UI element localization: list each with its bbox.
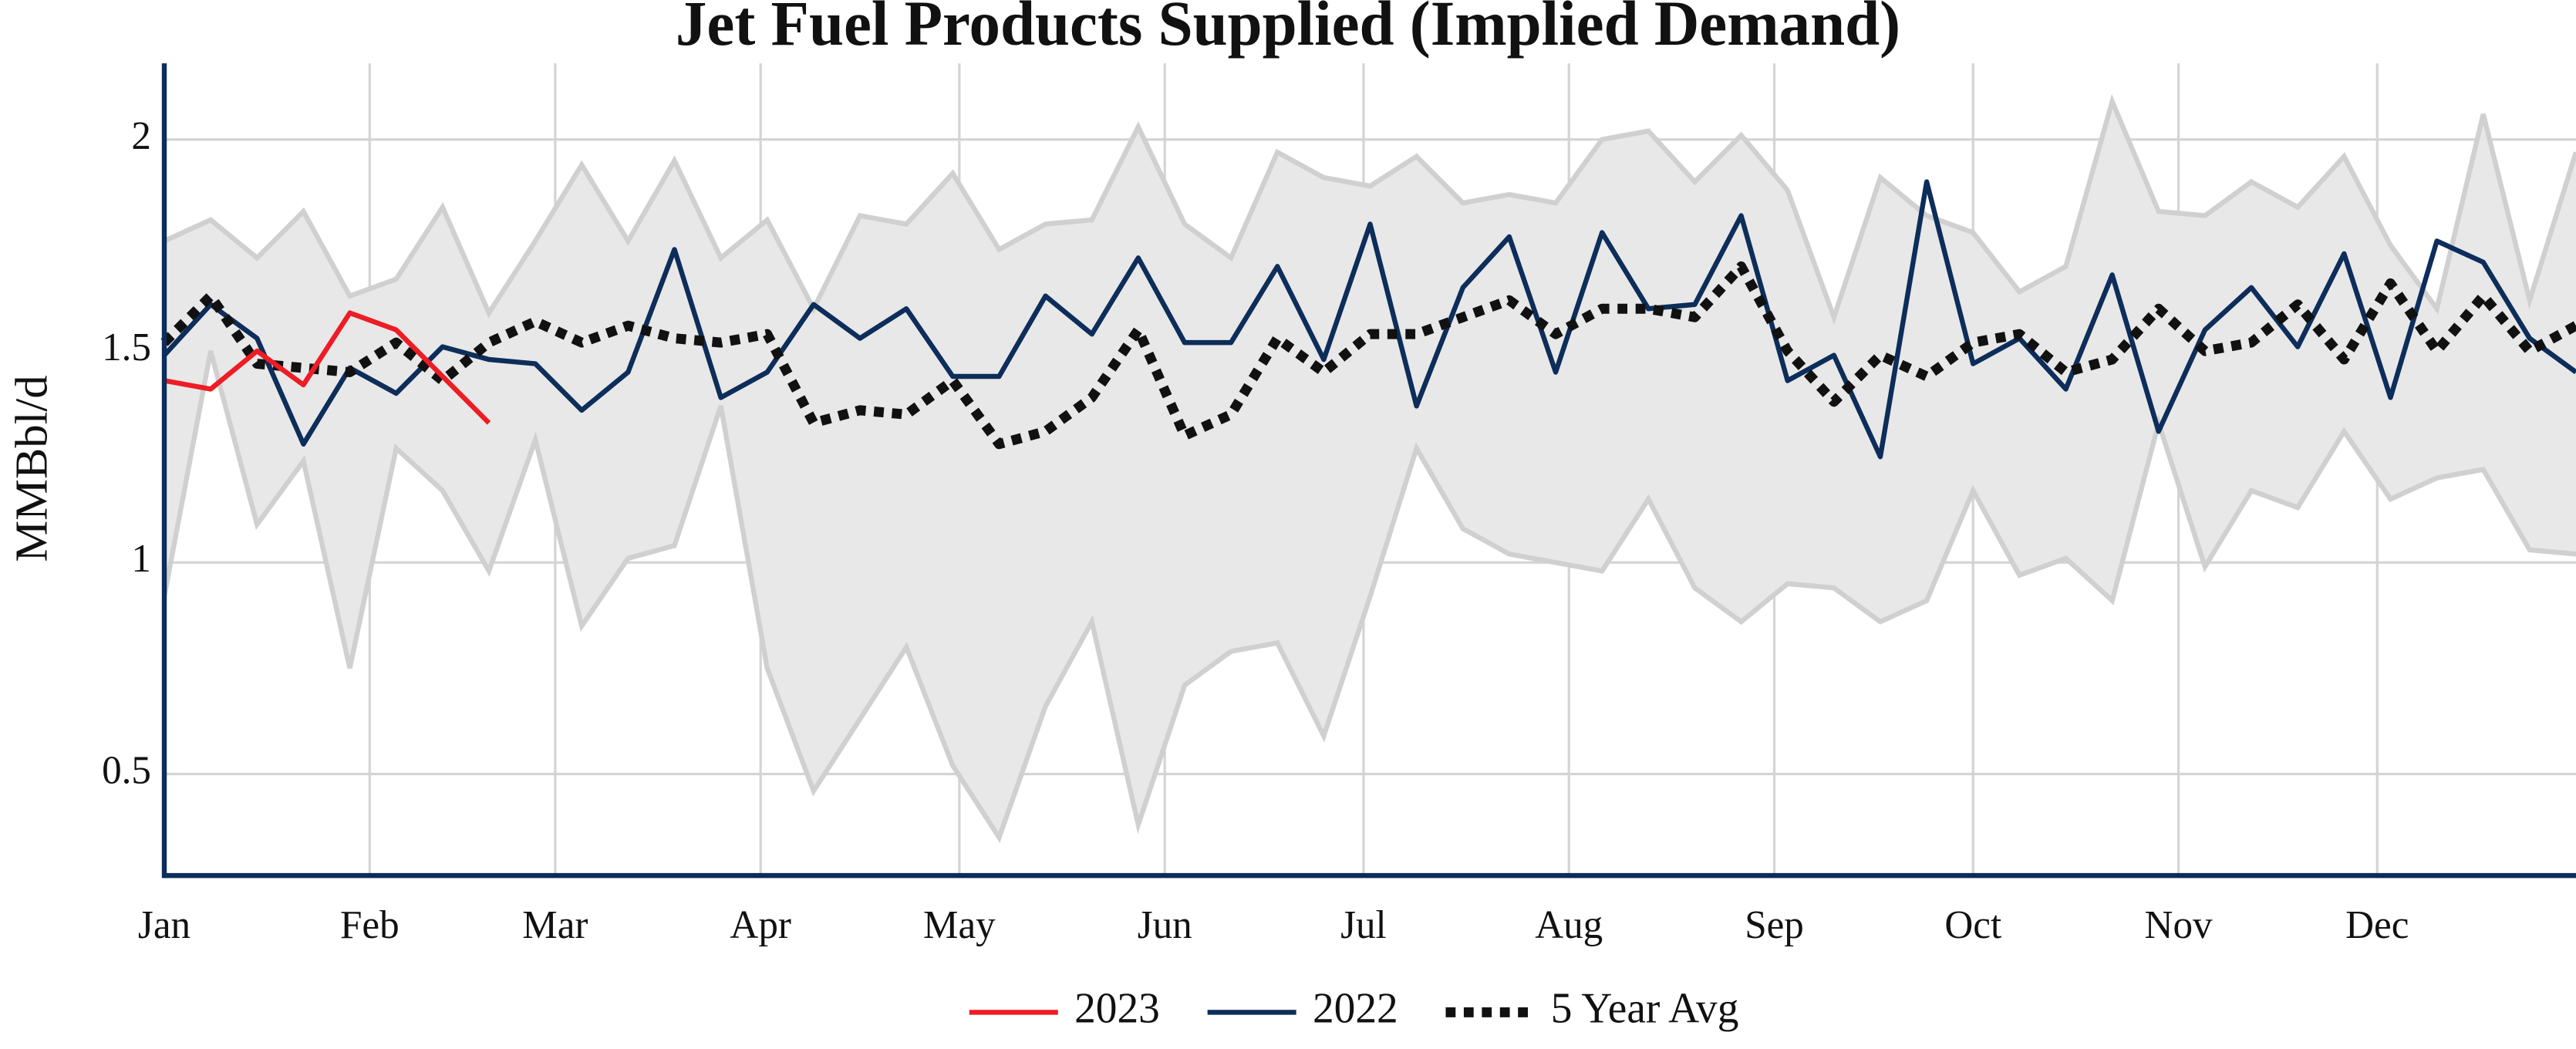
x-tick-label: Mar xyxy=(522,903,588,947)
x-tick-label: Jul xyxy=(1340,903,1387,947)
x-tick-label: Oct xyxy=(1944,903,2001,947)
legend-label: 5 Year Avg xyxy=(1551,984,1739,1032)
series-line xyxy=(162,179,2576,460)
y-tick-label: 2 xyxy=(131,113,151,157)
legend-label: 2022 xyxy=(1313,984,1398,1032)
series-line xyxy=(160,261,2576,450)
x-tick-label: Dec xyxy=(2345,903,2409,947)
x-tick-label: Feb xyxy=(340,903,400,947)
y-tick-label: 0.5 xyxy=(102,748,151,792)
x-tick-label: Aug xyxy=(1535,903,1603,947)
x-tick-label: May xyxy=(923,903,996,947)
legend-label: 2023 xyxy=(1074,984,1160,1032)
chart-title: Jet Fuel Products Supplied (Implied Dema… xyxy=(676,0,1900,59)
x-tick-label: Jun xyxy=(1138,903,1192,947)
range-edge xyxy=(163,93,2576,325)
x-tick-label: Apr xyxy=(730,903,791,947)
y-tick-label: 1 xyxy=(131,537,151,581)
range-edge xyxy=(161,350,2576,844)
range-band xyxy=(164,101,2576,838)
y-tick-label: 1.5 xyxy=(102,325,151,369)
x-tick-label: Nov xyxy=(2145,903,2213,947)
y-axis-label: MMBbl/d xyxy=(5,375,56,562)
x-tick-label: Sep xyxy=(1745,903,1804,947)
x-tick-label: Jan xyxy=(138,903,191,947)
series-line xyxy=(164,310,491,425)
